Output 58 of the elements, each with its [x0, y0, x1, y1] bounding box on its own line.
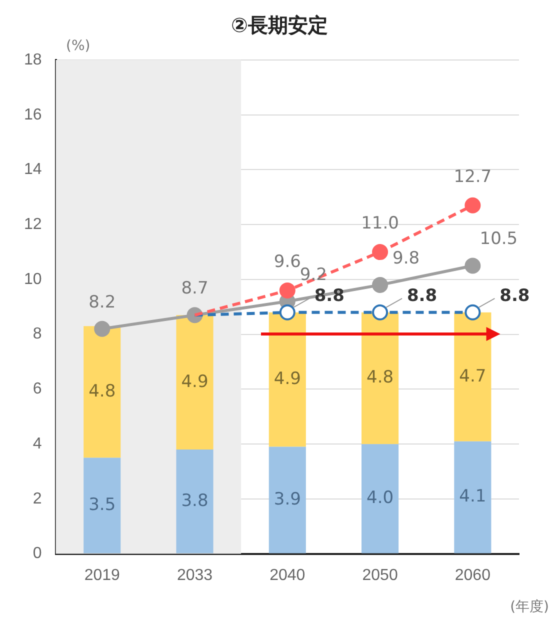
point [279, 282, 296, 298]
data-label: 4.9 [181, 372, 208, 392]
data-label: 8.7 [181, 278, 208, 299]
point [94, 320, 110, 337]
bar [454, 312, 492, 442]
data-label: 3.5 [88, 494, 116, 515]
data-label: 8.8 [500, 286, 530, 306]
data-label: 9.2 [300, 264, 327, 285]
x-tick-label: 2033 [176, 566, 213, 584]
x-tick-label: 2050 [362, 566, 398, 584]
bar [268, 446, 306, 554]
y-tick-label: 0 [32, 545, 42, 562]
data-label: 4.9 [274, 369, 301, 390]
point [372, 276, 388, 293]
data-label: 4.7 [459, 366, 486, 386]
data-label: 11.0 [361, 213, 399, 234]
y-tick-label: 4 [32, 435, 42, 452]
y-axis-title: (%) [66, 38, 90, 54]
data-label: 10.5 [480, 229, 518, 250]
y-tick-label: 18 [24, 51, 42, 68]
data-label: 9.6 [274, 252, 301, 272]
bar [268, 312, 306, 447]
point [372, 244, 388, 260]
bar [84, 458, 121, 554]
bar [362, 444, 399, 554]
data-label: 8.8 [406, 286, 438, 306]
y-tick-label: 16 [24, 106, 42, 124]
point [372, 304, 388, 320]
point [464, 258, 481, 274]
point [279, 304, 296, 320]
data-label: 4.0 [366, 488, 394, 508]
point [464, 197, 481, 214]
data-label: 4.8 [366, 368, 394, 388]
data-label: 12.7 [454, 166, 492, 187]
y-tick-label: 8 [32, 326, 42, 343]
y-tick-label: 10 [24, 270, 42, 288]
data-label: 3.8 [181, 490, 208, 511]
data-label: 3.9 [274, 489, 301, 510]
x-tick-label: 2040 [270, 566, 306, 584]
bar [84, 326, 121, 458]
data-label: 8.2 [88, 292, 116, 312]
x-tick-label: 2019 [84, 566, 120, 584]
y-tick-label: 14 [24, 161, 42, 178]
y-tick-label: 2 [32, 490, 42, 508]
point [464, 304, 481, 320]
y-tick-label: 6 [32, 380, 42, 398]
x-tick-label: 2060 [454, 566, 491, 584]
x-axis-title: (年度) [510, 598, 549, 616]
chart-title: ②長期安定 [230, 12, 329, 39]
data-label: 4.8 [88, 381, 116, 402]
bar [454, 441, 492, 554]
bar [176, 315, 214, 450]
data-label: 8.8 [314, 286, 344, 306]
y-tick-label: 12 [24, 216, 42, 234]
bar [362, 312, 399, 444]
data-label: 4.1 [459, 486, 486, 507]
bar [176, 450, 214, 554]
data-label: 9.8 [392, 248, 420, 268]
